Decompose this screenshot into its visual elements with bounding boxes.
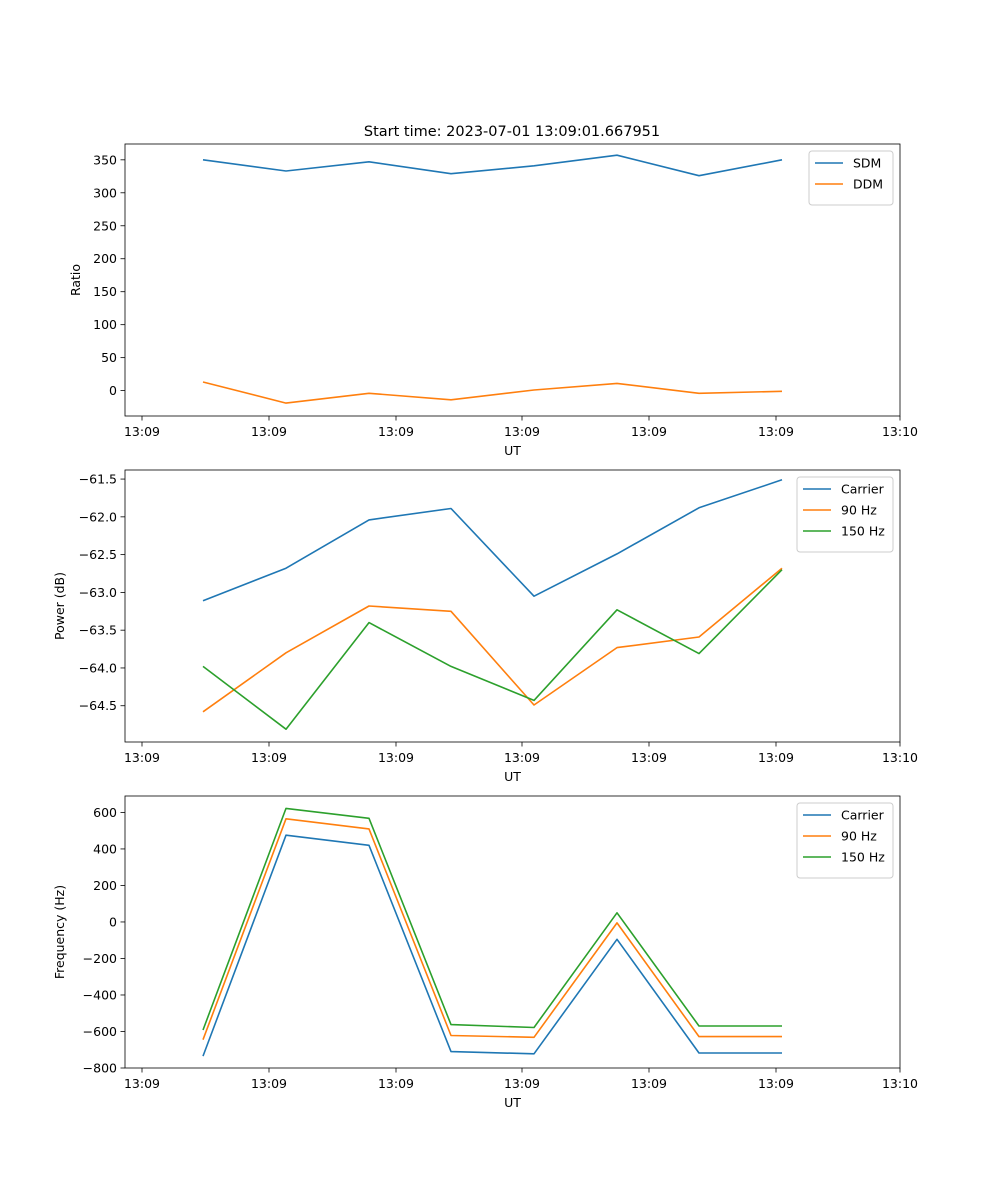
y-tick-label: −62.0 (79, 509, 117, 524)
x-axis-label: UT (504, 1095, 521, 1110)
chart-1: 13:09 13:09 13:09 13:09 13:09 13:09 13:10 0 50 10… (68, 143, 918, 458)
x-tick-label: 13:09 (758, 424, 794, 439)
x-tick-label: 13:09 (504, 750, 540, 765)
legend-label: Carrier (841, 808, 885, 823)
figure-title: Start time: 2023-07-01 13:09:01.667951 (364, 124, 660, 140)
y-tick-label: 250 (93, 218, 117, 233)
series-line-sdm (202, 154, 783, 177)
plot-area-frame (124, 143, 901, 417)
series-line-150-hz (202, 807, 782, 1031)
x-tick-label: 13:09 (378, 424, 414, 439)
x-tick-label: 13:09 (251, 1076, 287, 1091)
legend-label: SDM (853, 156, 881, 171)
y-tick-label: −62.5 (79, 547, 117, 562)
x-tick-label: 13:09 (758, 750, 794, 765)
y-tick-label: −64.5 (79, 698, 117, 713)
y-axis-label: Power (dB) (52, 572, 67, 640)
y-tick-label: −600 (83, 1024, 117, 1039)
y-tick-label: −64.0 (79, 660, 117, 675)
y-axis-label: Frequency (Hz) (52, 885, 67, 979)
x-tick-label: 13:09 (631, 424, 667, 439)
x-tick-label: 13:09 (124, 1076, 160, 1091)
legend: SDM DDM (808, 150, 894, 206)
x-tick-label: 13:10 (882, 750, 918, 765)
y-tick-label: −200 (83, 951, 117, 966)
y-tick-label: 400 (93, 841, 117, 856)
x-tick-label: 13:09 (251, 750, 287, 765)
x-tick-label: 13:09 (631, 750, 667, 765)
x-axis-label: UT (504, 769, 521, 784)
legend-label: DDM (853, 177, 883, 192)
y-tick-label: −800 (83, 1061, 117, 1076)
legend-label: 150 Hz (841, 850, 885, 865)
x-tick-label: 13:09 (504, 424, 540, 439)
legend-label: 150 Hz (841, 524, 885, 539)
y-tick-label: 200 (93, 251, 117, 266)
x-tick-label: 13:09 (124, 750, 160, 765)
series-line-90-hz (202, 567, 783, 713)
x-tick-label: 13:09 (504, 1076, 540, 1091)
series-line-150-hz (202, 569, 783, 731)
series-line-carrier (202, 834, 782, 1057)
legend-box (796, 802, 894, 879)
y-tick-label: −61.5 (79, 472, 117, 487)
series-line-carrier (202, 479, 783, 602)
y-tick-label: −400 (83, 987, 117, 1002)
x-tick-label: 13:09 (124, 424, 160, 439)
y-tick-label: 200 (93, 878, 117, 893)
y-tick-label: 350 (93, 152, 117, 167)
series-line-90-hz (202, 817, 782, 1040)
x-tick-label: 13:10 (882, 1076, 918, 1091)
legend-label: 90 Hz (841, 503, 877, 518)
chart-2: 13:09 13:09 13:09 13:09 13:09 13:09 13:10 −64.5… (52, 469, 918, 784)
y-axis-label: Ratio (68, 264, 83, 296)
legend-label: 90 Hz (841, 829, 877, 844)
x-tick-label: 13:09 (378, 1076, 414, 1091)
legend: Carrier 90 Hz 150 Hz (796, 802, 894, 879)
x-tick-label: 13:09 (631, 1076, 667, 1091)
x-axis-label: UT (504, 443, 521, 458)
series-line-ddm (202, 381, 783, 404)
plot-area-frame (124, 795, 901, 1069)
plot-area-frame (124, 469, 901, 743)
y-tick-label: 50 (101, 350, 117, 365)
x-tick-label: 13:09 (251, 424, 287, 439)
legend-box (796, 476, 894, 553)
x-tick-label: 13:09 (378, 750, 414, 765)
legend-label: Carrier (841, 482, 885, 497)
y-tick-label: 150 (93, 284, 117, 299)
legend: Carrier 90 Hz 150 Hz (796, 476, 894, 553)
legend-box (808, 150, 894, 206)
x-tick-label: 13:10 (882, 424, 918, 439)
x-tick-label: 13:09 (758, 1076, 794, 1091)
y-tick-label: −63.0 (79, 585, 117, 600)
y-tick-label: −63.5 (79, 623, 117, 638)
y-tick-label: 0 (109, 383, 117, 398)
y-tick-label: 100 (93, 317, 117, 332)
y-tick-label: 0 (109, 914, 117, 929)
y-tick-label: 300 (93, 185, 117, 200)
chart-3: 13:09 13:09 13:09 13:09 13:09 13:09 13:10 −800 −… (52, 795, 918, 1110)
y-tick-label: 600 (93, 805, 117, 820)
